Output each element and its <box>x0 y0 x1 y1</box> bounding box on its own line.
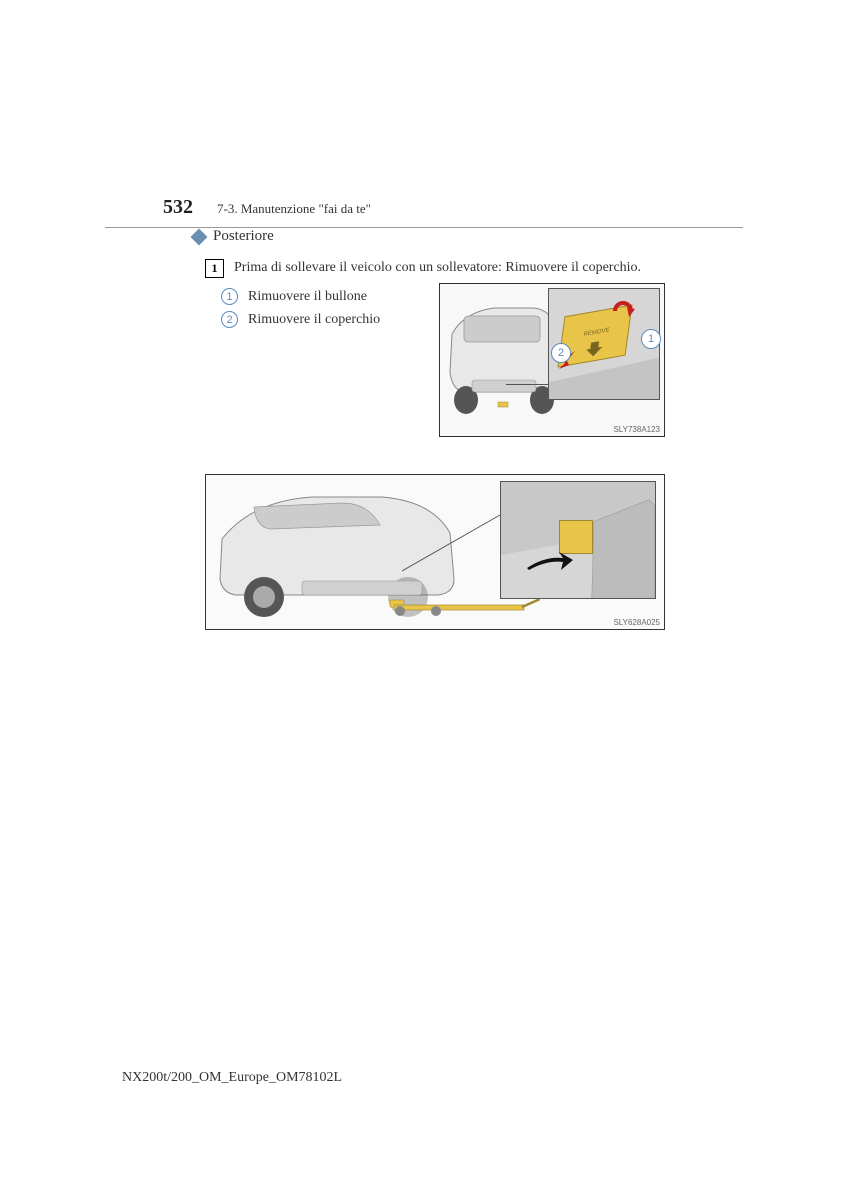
callout-number-1: 1 <box>641 329 661 349</box>
step-number-box: 1 <box>205 259 224 278</box>
callout-number-2: 2 <box>551 343 571 363</box>
substep-number-circle: 2 <box>221 311 238 328</box>
substep-number-circle: 1 <box>221 288 238 305</box>
figure-2-code: SLY628A025 <box>613 618 660 627</box>
step-1-text: Prima di sollevare il veicolo con un sol… <box>234 259 641 276</box>
subsection-heading: Posteriore <box>193 228 743 245</box>
figure-2-detail-inset <box>500 481 656 599</box>
red-arrow-rotate-icon <box>609 297 637 325</box>
page-number: 532 <box>163 196 193 219</box>
callout-line-2 <box>402 513 502 573</box>
step-1-row: 1 Prima di sollevare il veicolo con un s… <box>205 259 743 278</box>
figure-1-code: SLY738A123 <box>613 425 660 434</box>
diamond-icon <box>191 228 208 245</box>
figure-1: REMOVE 1 2 SLY738A123 <box>439 283 665 437</box>
subsection-title: Posteriore <box>213 228 274 245</box>
content-area: Posteriore 1 Prima di sollevare il veico… <box>105 228 743 585</box>
floor-jack-illustration <box>394 597 540 617</box>
section-title: 7-3. Manutenzione "fai da te" <box>217 201 371 217</box>
page-header: 532 7-3. Manutenzione "fai da te" <box>105 196 743 228</box>
substep-1-text: Rimuovere il bullone <box>248 289 367 305</box>
substep-2-text: Rimuovere il coperchio <box>248 312 380 328</box>
svg-text:REMOVE: REMOVE <box>583 326 610 338</box>
figure-2: SLY628A025 <box>205 474 665 630</box>
car-rear-illustration <box>444 294 564 424</box>
figure-1-detail-inset: REMOVE 1 2 <box>548 288 660 400</box>
black-arrow-icon <box>525 552 573 572</box>
yellow-jack-point <box>559 520 593 554</box>
footer-doc-code: NX200t/200_OM_Europe_OM78102L <box>122 1070 342 1086</box>
